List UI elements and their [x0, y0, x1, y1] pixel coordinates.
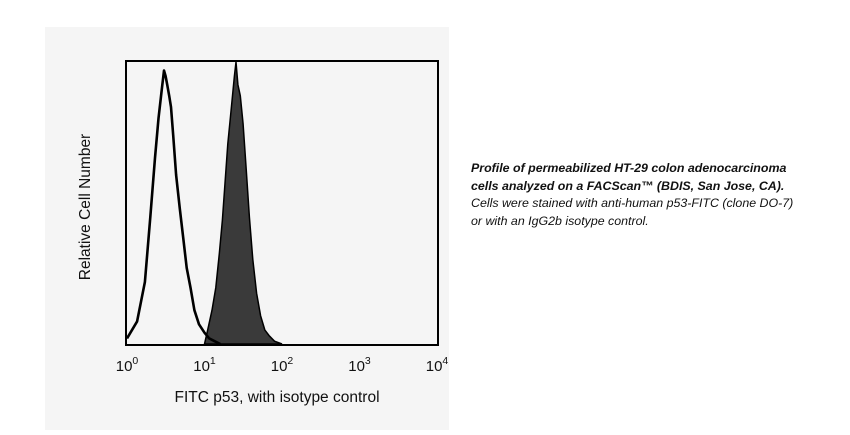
- caption-line-2: cells analyzed on a FACScan™ (BDIS, San …: [471, 178, 785, 193]
- caption-line-1: Profile of permeabilized HT-29 colon ade…: [471, 161, 787, 175]
- x-tick-base-3: 10: [348, 358, 365, 375]
- x-tick-base-1: 10: [193, 358, 210, 375]
- x-tick-label-4: 104: [426, 355, 449, 375]
- x-axis-label: FITC p53, with isotype control: [174, 389, 379, 406]
- series-0-outline-histogram: [125, 69, 221, 346]
- x-tick-label-3: 103: [348, 355, 371, 375]
- caption-line-4: or with an IgG2b isotype control.: [471, 213, 649, 228]
- figure-caption: Profile of permeabilized HT-29 colon ade…: [471, 160, 846, 230]
- x-tick-exponent-4: 4: [442, 355, 448, 367]
- x-tick-base-4: 10: [426, 358, 443, 375]
- x-tick-label-2: 102: [271, 355, 294, 375]
- plot-frame: [125, 60, 439, 346]
- series-layer: [125, 61, 283, 346]
- y-axis-label: Relative Cell Number: [77, 134, 94, 280]
- x-tick-base-2: 10: [271, 358, 288, 375]
- x-tick-base-0: 10: [116, 358, 133, 375]
- caption-line-3: Cells were stained with anti-human p53-F…: [471, 196, 794, 210]
- tick-layer: 100 101 102 103 104: [116, 355, 449, 375]
- series-1-filled-histogram: [203, 61, 283, 345]
- x-tick-exponent-0: 0: [132, 355, 138, 367]
- x-tick-exponent-3: 3: [365, 355, 371, 367]
- x-tick-exponent-1: 1: [210, 355, 216, 367]
- x-tick-exponent-2: 2: [287, 355, 293, 367]
- x-tick-label-1: 101: [193, 355, 216, 375]
- x-tick-label-0: 100: [116, 355, 139, 375]
